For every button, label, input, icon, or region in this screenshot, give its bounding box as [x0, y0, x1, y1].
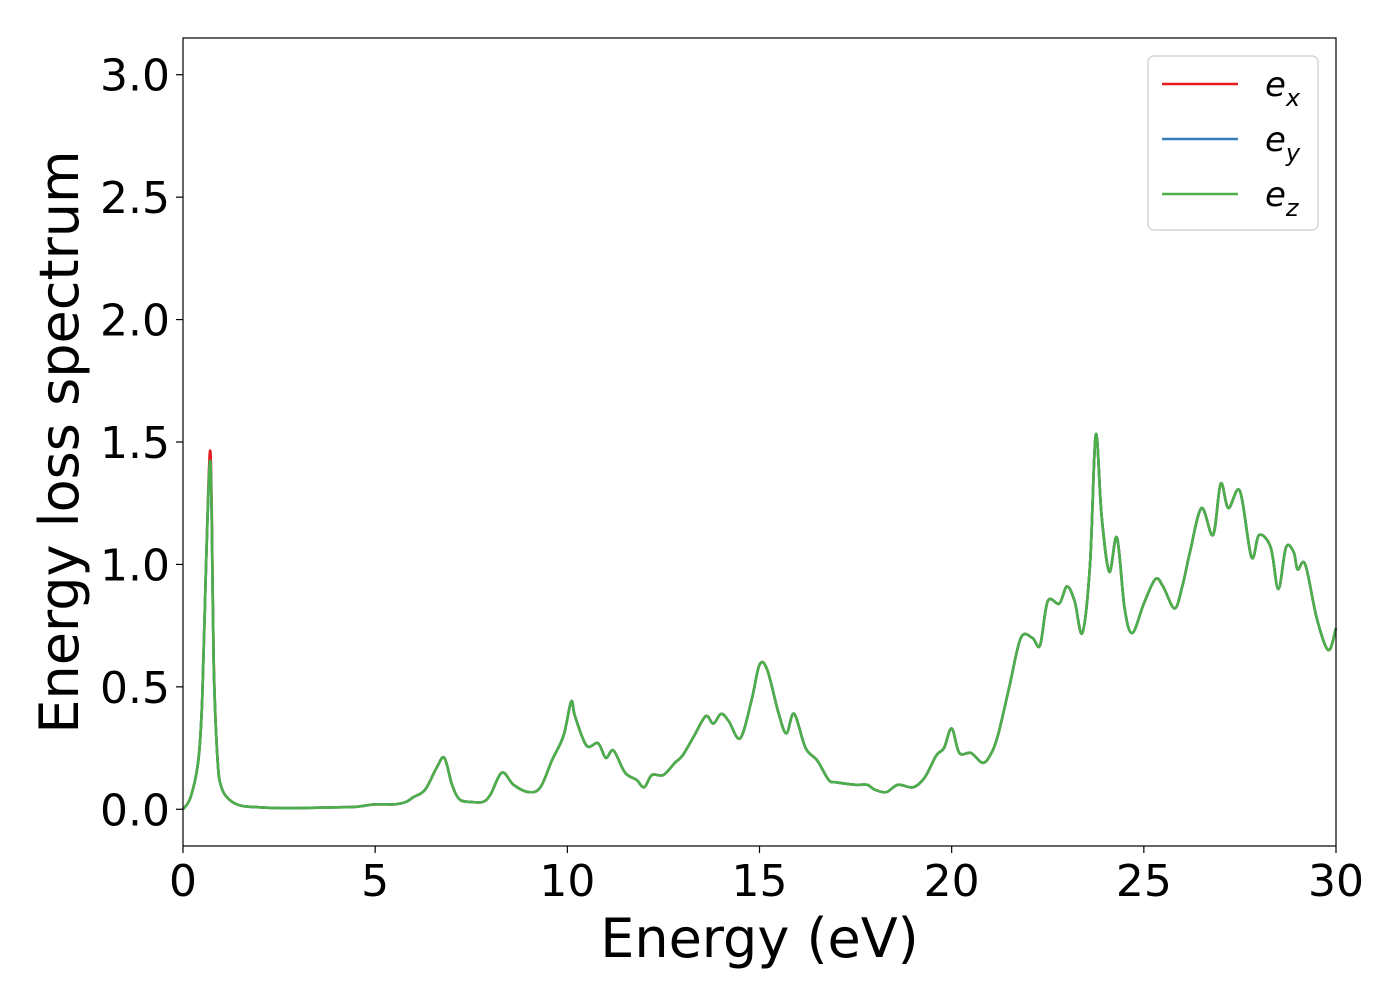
legend-label-y: ey	[1265, 120, 1301, 167]
x-tick-label: 20	[924, 856, 980, 907]
y-tick-label: 1.0	[100, 540, 170, 591]
x-axis-label: Energy (eV)	[600, 907, 919, 970]
x-tick-label: 15	[732, 856, 788, 907]
x-tick-label: 10	[539, 856, 595, 907]
y-tick-label: 0.5	[100, 663, 170, 714]
y-tick-label: 0.0	[100, 785, 170, 836]
series-line-z	[181, 433, 1338, 811]
x-tick-label: 30	[1308, 856, 1364, 907]
y-tick-label: 3.0	[100, 51, 170, 102]
legend-label-z: ez	[1265, 175, 1300, 222]
y-tick-label: 2.5	[100, 173, 170, 224]
legend-box	[1147, 55, 1319, 231]
legend-label-x: ex	[1265, 65, 1301, 112]
y-axis-ticks: 0.0 0.5 1.0 1.5 2.0 2.5 3.0	[100, 51, 183, 836]
y-axis-label: Energy loss spectrum	[28, 150, 91, 733]
x-tick-label: 5	[361, 856, 389, 907]
x-axis-ticks: 0 5 10 15 20 25 30	[169, 846, 1364, 907]
y-tick-label: 1.5	[100, 418, 170, 469]
plot-lines	[181, 433, 1338, 811]
y-tick-label: 2.0	[100, 296, 170, 347]
x-tick-label: 0	[169, 856, 197, 907]
x-tick-label: 25	[1116, 856, 1172, 907]
legend: ex ey ez	[1147, 55, 1319, 231]
